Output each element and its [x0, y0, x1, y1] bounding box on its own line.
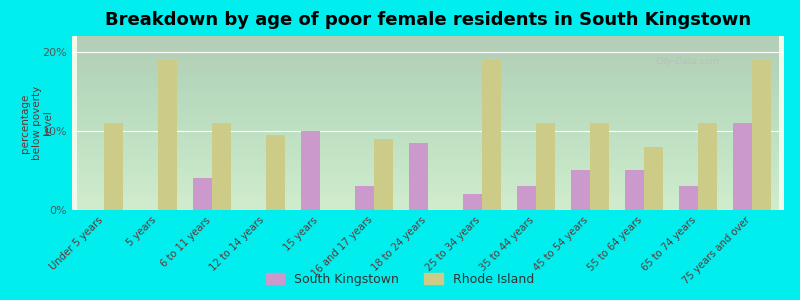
Bar — [212, 123, 231, 210]
Bar — [752, 60, 770, 210]
Bar — [104, 123, 123, 210]
Bar — [463, 194, 482, 210]
Y-axis label: percentage
below poverty
level: percentage below poverty level — [20, 86, 54, 160]
Bar — [266, 135, 285, 210]
Bar — [679, 186, 698, 210]
Bar — [517, 186, 536, 210]
Bar — [733, 123, 752, 210]
Bar — [482, 60, 501, 210]
Title: Breakdown by age of poor female residents in South Kingstown: Breakdown by age of poor female resident… — [105, 11, 751, 29]
Bar — [698, 123, 717, 210]
Bar — [625, 170, 644, 210]
Bar — [374, 139, 393, 210]
Bar — [571, 170, 590, 210]
Legend: South Kingstown, Rhode Island: South Kingstown, Rhode Island — [261, 268, 539, 291]
Bar — [590, 123, 609, 210]
Bar — [302, 131, 320, 210]
Bar — [644, 147, 662, 210]
Bar — [409, 143, 428, 210]
Bar — [536, 123, 554, 210]
Text: City-Data.com: City-Data.com — [656, 57, 720, 66]
Bar — [194, 178, 212, 210]
Bar — [158, 60, 177, 210]
Bar — [355, 186, 374, 210]
